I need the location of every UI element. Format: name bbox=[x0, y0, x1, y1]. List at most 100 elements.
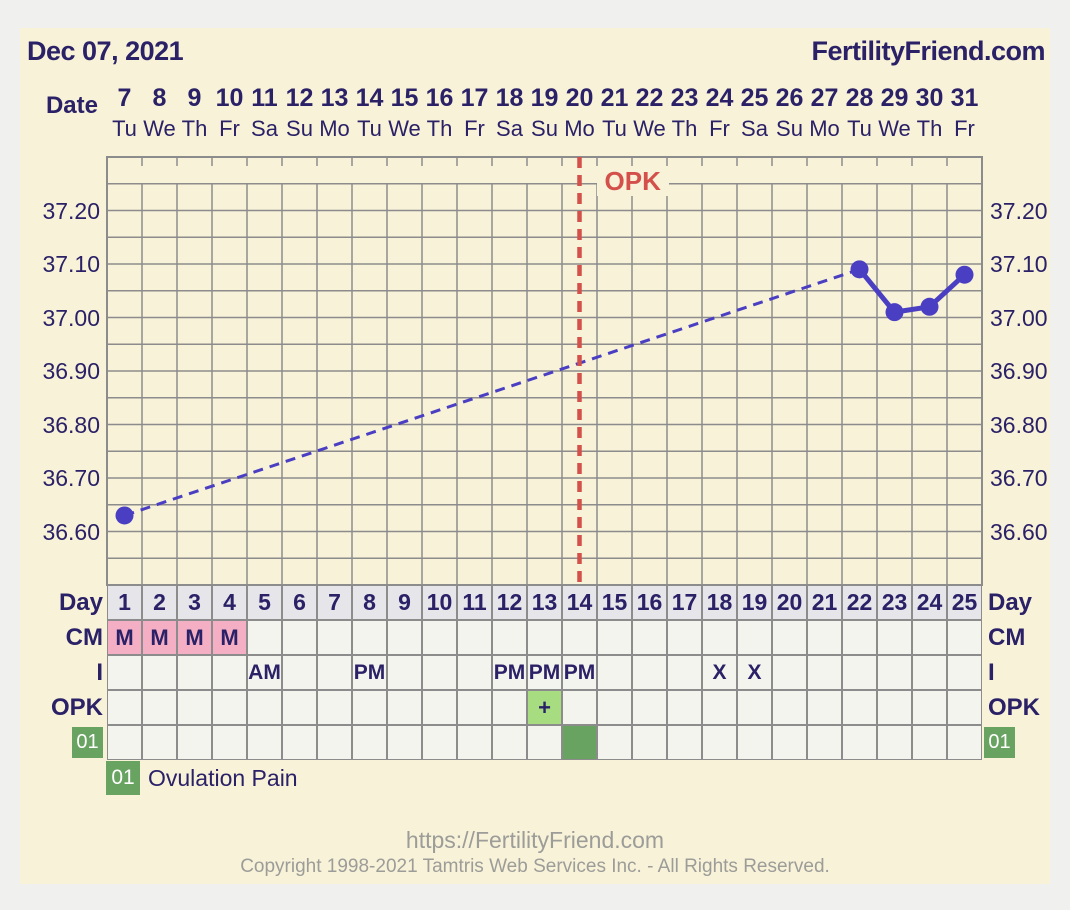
opk-cell-day-12 bbox=[492, 690, 527, 725]
date-number-15: 15 bbox=[390, 84, 419, 112]
weekday-23: Th bbox=[671, 116, 698, 141]
day-cell-day-21[interactable]: 21 bbox=[807, 585, 842, 620]
events-cell-day-13 bbox=[527, 725, 562, 760]
row-label-opk-left: OPK bbox=[50, 694, 103, 721]
opk-cell-day-7 bbox=[317, 690, 352, 725]
events-cell-day-7 bbox=[317, 725, 352, 760]
brand-link[interactable]: FertilityFriend.com bbox=[811, 36, 1045, 66]
cm-cell-day-13 bbox=[527, 620, 562, 655]
events-cell-day-24 bbox=[912, 725, 947, 760]
ytick-right-36.70: 36.70 bbox=[990, 465, 1048, 491]
day-cell-day-8[interactable]: 8 bbox=[352, 585, 387, 620]
intercourse-cell-day-4 bbox=[212, 655, 247, 690]
day-cell-day-3[interactable]: 3 bbox=[177, 585, 212, 620]
day-cell-day-23[interactable]: 23 bbox=[877, 585, 912, 620]
opk-cell-day-17 bbox=[667, 690, 702, 725]
weekday-14: Tu bbox=[357, 116, 382, 141]
opk-cell-day-23 bbox=[877, 690, 912, 725]
date-number-19: 19 bbox=[530, 84, 559, 112]
day-cell-day-17[interactable]: 17 bbox=[667, 585, 702, 620]
events-cell-day-10 bbox=[422, 725, 457, 760]
day-cell-day-14[interactable]: 14 bbox=[562, 585, 597, 620]
opk-cell-day-10 bbox=[422, 690, 457, 725]
day-cell-day-19[interactable]: 19 bbox=[737, 585, 772, 620]
date-number-8: 8 bbox=[152, 84, 167, 112]
date-number-13: 13 bbox=[320, 84, 349, 112]
date-number-23: 23 bbox=[670, 84, 699, 112]
weekday-24: Fr bbox=[709, 116, 730, 141]
day-cell-day-4[interactable]: 4 bbox=[212, 585, 247, 620]
row-label-day-left: Day bbox=[58, 589, 103, 616]
weekday-7: Tu bbox=[112, 116, 137, 141]
day-cell-day-10[interactable]: 10 bbox=[422, 585, 457, 620]
date-number-16: 16 bbox=[425, 84, 454, 112]
day-cell-day-22[interactable]: 22 bbox=[842, 585, 877, 620]
intercourse-cell-day-15 bbox=[597, 655, 632, 690]
weekday-8: We bbox=[143, 116, 176, 141]
day-cell-day-24[interactable]: 24 bbox=[912, 585, 947, 620]
intercourse-cell-day-13: PM bbox=[527, 655, 562, 690]
day-cell-day-7[interactable]: 7 bbox=[317, 585, 352, 620]
date-number-12: 12 bbox=[285, 84, 314, 112]
weekday-18: Sa bbox=[496, 116, 523, 141]
opk-cell-day-5 bbox=[247, 690, 282, 725]
day-cell-day-13[interactable]: 13 bbox=[527, 585, 562, 620]
day-cell-day-6[interactable]: 6 bbox=[282, 585, 317, 620]
day-cell-day-5[interactable]: 5 bbox=[247, 585, 282, 620]
weekday-15: We bbox=[388, 116, 421, 141]
weekday-12: Su bbox=[286, 116, 313, 141]
opk-cell-day-6 bbox=[282, 690, 317, 725]
weekday-20: Mo bbox=[564, 116, 595, 141]
weekday-28: Tu bbox=[847, 116, 872, 141]
weekday-27: Mo bbox=[809, 116, 840, 141]
day-cell-day-11[interactable]: 11 bbox=[457, 585, 492, 620]
events-cell-day-1 bbox=[107, 725, 142, 760]
date-axis-label: Date bbox=[45, 92, 98, 119]
day-cell-day-12[interactable]: 12 bbox=[492, 585, 527, 620]
day-cell-day-25[interactable]: 25 bbox=[947, 585, 982, 620]
day-cell-day-18[interactable]: 18 bbox=[702, 585, 737, 620]
day-cell-day-20[interactable]: 20 bbox=[772, 585, 807, 620]
opk-cell-day-4 bbox=[212, 690, 247, 725]
events-cell-day-9 bbox=[387, 725, 422, 760]
events-cell-day-11 bbox=[457, 725, 492, 760]
day-cell-day-2[interactable]: 2 bbox=[142, 585, 177, 620]
cm-cell-day-11 bbox=[457, 620, 492, 655]
intercourse-cell-day-1 bbox=[107, 655, 142, 690]
row-label-cm-left: CM bbox=[65, 624, 103, 651]
cm-cell-day-12 bbox=[492, 620, 527, 655]
cm-cell-day-19 bbox=[737, 620, 772, 655]
date-number-25: 25 bbox=[740, 84, 769, 112]
day-cell-day-9[interactable]: 9 bbox=[387, 585, 422, 620]
opk-cell-day-20 bbox=[772, 690, 807, 725]
opk-line-label: OPK bbox=[596, 166, 669, 196]
cm-cell-day-18 bbox=[702, 620, 737, 655]
date-number-14: 14 bbox=[355, 84, 384, 112]
footer-url[interactable]: https://FertilityFriend.com bbox=[405, 827, 665, 853]
day-cell-day-1[interactable]: 1 bbox=[107, 585, 142, 620]
ytick-left-37.20: 37.20 bbox=[42, 197, 100, 224]
intercourse-cell-day-17 bbox=[667, 655, 702, 690]
legend-event-badge: 01 bbox=[106, 761, 140, 795]
cm-cell-day-24 bbox=[912, 620, 947, 655]
weekday-26: Su bbox=[776, 116, 803, 141]
intercourse-cell-day-16 bbox=[632, 655, 667, 690]
weekday-29: We bbox=[878, 116, 911, 141]
intercourse-cell-day-12: PM bbox=[492, 655, 527, 690]
ytick-right-36.60: 36.60 bbox=[990, 518, 1048, 545]
ytick-left-36.70: 36.70 bbox=[42, 465, 100, 491]
events-cell-day-23 bbox=[877, 725, 912, 760]
cm-cell-day-20 bbox=[772, 620, 807, 655]
row-label-day-right: Day bbox=[988, 589, 1033, 616]
temperature-point-day-1 bbox=[115, 506, 134, 525]
events-cell-day-3 bbox=[177, 725, 212, 760]
weekday-17: Fr bbox=[464, 116, 485, 141]
cm-cell-day-23 bbox=[877, 620, 912, 655]
intercourse-cell-day-3 bbox=[177, 655, 212, 690]
opk-cell-day-8 bbox=[352, 690, 387, 725]
day-cell-day-16[interactable]: 16 bbox=[632, 585, 667, 620]
cm-cell-day-2: M bbox=[142, 620, 177, 655]
intercourse-cell-day-20 bbox=[772, 655, 807, 690]
weekday-31: Fr bbox=[954, 116, 975, 141]
day-cell-day-15[interactable]: 15 bbox=[597, 585, 632, 620]
